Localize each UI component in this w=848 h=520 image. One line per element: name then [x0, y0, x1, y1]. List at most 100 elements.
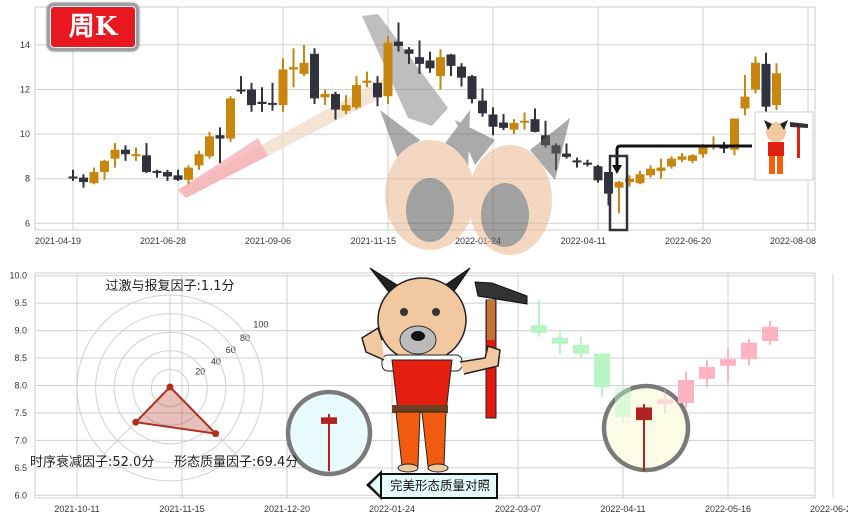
candle-body — [772, 73, 781, 106]
candle — [478, 88, 487, 117]
candle — [79, 174, 88, 188]
candle-body — [741, 342, 757, 360]
candle — [552, 330, 568, 355]
candle-body — [247, 89, 256, 106]
candle-body — [615, 387, 631, 418]
weekly-k-badge: 周K — [47, 3, 139, 51]
candle — [268, 82, 277, 111]
candle-body — [499, 122, 508, 128]
candle — [205, 131, 214, 159]
candle — [215, 127, 225, 164]
candle — [572, 157, 582, 168]
candle-body — [121, 149, 130, 155]
x-tick-label: 2022-06-20 — [665, 236, 711, 246]
candle-body — [720, 359, 736, 366]
candle-body — [467, 76, 477, 100]
candle-body — [184, 167, 193, 180]
y-tick-label: 7.0 — [14, 435, 27, 445]
candle-body — [583, 162, 592, 165]
candle-body — [68, 176, 78, 179]
candle — [625, 175, 634, 187]
candle — [720, 348, 736, 383]
y-tick-label: 6 — [25, 218, 30, 228]
x-tick-label: 2022-05-16 — [705, 504, 751, 514]
candle — [594, 353, 610, 398]
candle — [688, 154, 697, 164]
candle — [573, 336, 589, 359]
candle — [646, 165, 655, 178]
candle-body — [573, 344, 589, 354]
y-tick-label: 9.5 — [14, 298, 27, 308]
candle-body — [678, 380, 694, 404]
dog-faces-overlay — [380, 110, 570, 255]
y-tick-label: 8.0 — [14, 381, 27, 391]
candle-body — [110, 149, 120, 159]
candle — [425, 51, 435, 73]
perfect-reference-candle — [321, 414, 337, 472]
candle-body — [520, 120, 529, 123]
pattern-pointer — [608, 144, 752, 232]
radar-point — [132, 418, 140, 426]
candle — [636, 404, 652, 472]
candle — [667, 156, 676, 169]
dog-face-left — [380, 110, 475, 250]
mini-character-box — [754, 111, 814, 181]
candle-body — [572, 160, 582, 163]
x-tick-label: 2022-04-11 — [600, 504, 645, 514]
bottom-candles — [321, 299, 778, 472]
y-tick-label: 6.5 — [14, 463, 27, 473]
candle — [331, 91, 340, 120]
candle-body — [552, 337, 568, 344]
candle — [657, 389, 673, 415]
candle — [352, 76, 361, 110]
candle-body — [278, 69, 288, 106]
candle-body — [478, 100, 487, 114]
candle-body — [373, 82, 382, 98]
hammer-head-overlay — [362, 14, 448, 126]
candle-body — [268, 102, 277, 105]
candle-body — [562, 153, 571, 157]
candle — [163, 169, 172, 181]
candle — [194, 150, 204, 170]
dog-face-right — [455, 118, 570, 255]
candle — [741, 338, 757, 366]
candle — [740, 75, 750, 116]
candle — [604, 172, 613, 206]
candle-body — [415, 57, 424, 64]
perfect-pattern-comparison-label: 完美形态质量对照 — [380, 473, 499, 499]
candle — [761, 52, 771, 114]
candle-body — [635, 174, 645, 184]
hammer-dog-character — [361, 267, 528, 473]
candle-body — [762, 326, 778, 342]
radar-tick-label: 100 — [253, 319, 268, 329]
radar-tick-label: 80 — [240, 333, 250, 343]
candle — [278, 58, 288, 112]
candle — [635, 170, 645, 185]
candle-body — [457, 66, 466, 78]
candle — [173, 169, 183, 181]
candle-body — [236, 89, 246, 92]
candle — [110, 143, 120, 168]
candle-body — [667, 158, 676, 167]
candle — [310, 48, 319, 105]
candle — [488, 107, 498, 136]
candle-body — [530, 119, 540, 132]
candle-body — [636, 407, 652, 421]
candle-body — [740, 96, 750, 109]
candle-body — [226, 98, 235, 139]
candle — [142, 143, 151, 174]
x-tick-label: 2021-11-15 — [159, 504, 204, 514]
candle — [615, 371, 631, 424]
candle — [531, 299, 547, 337]
candle — [236, 76, 246, 94]
y-tick-label: 10 — [20, 129, 30, 139]
candle — [699, 359, 715, 388]
x-tick-label: 2021-04-19 — [35, 236, 81, 246]
candle-body — [299, 62, 309, 74]
candle-body — [614, 182, 624, 188]
candle-body — [761, 63, 771, 107]
candle — [562, 143, 571, 159]
y-tick-label: 12 — [20, 85, 30, 95]
candle-body — [362, 80, 372, 83]
